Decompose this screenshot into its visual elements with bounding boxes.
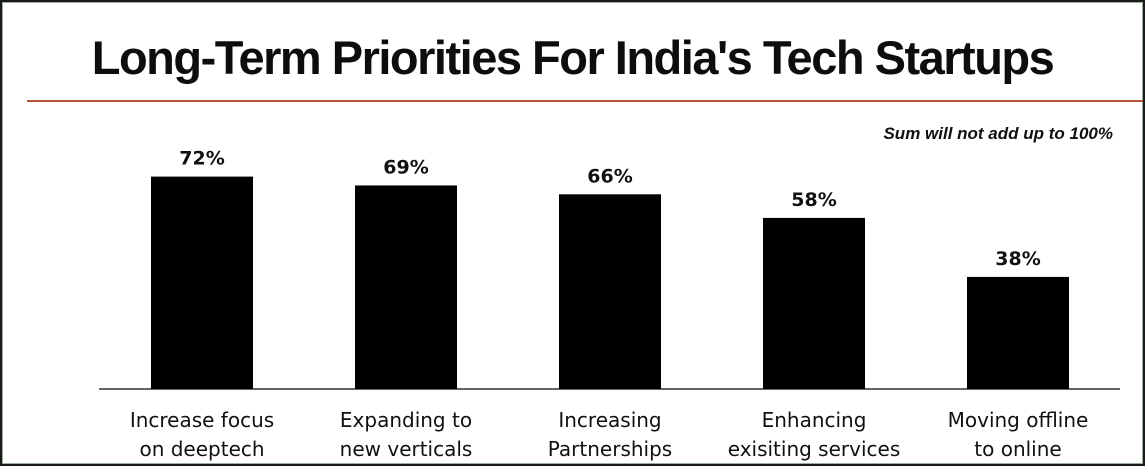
category-label-0-line-0: Increase focus [130, 408, 274, 432]
category-label-2-line-1: Partnerships [548, 437, 672, 461]
value-label-3: 58% [791, 189, 836, 211]
bar-2 [559, 194, 661, 389]
bar-1 [355, 185, 457, 389]
category-label-4-line-1: to online [974, 437, 1061, 461]
category-label-3-line-0: Enhancing [762, 408, 867, 432]
category-label-3-line-1: exisiting services [728, 437, 901, 461]
bar-4 [967, 276, 1069, 389]
chart-note: Sum will not add up to 100% [883, 124, 1113, 143]
category-label-4-line-0: Moving offline [948, 408, 1089, 432]
category-label-1-line-0: Expanding to [340, 408, 472, 432]
value-label-0: 72% [179, 148, 224, 170]
value-label-1: 69% [383, 156, 428, 178]
category-label-0-line-1: on deeptech [139, 437, 264, 461]
chart-title: Long-Term Priorities For India's Tech St… [91, 31, 1055, 84]
bar-3 [763, 217, 865, 389]
value-label-4: 38% [995, 248, 1040, 270]
title-divider [27, 100, 1143, 102]
category-label-2-line-0: Increasing [558, 408, 661, 432]
bar-0 [151, 176, 253, 389]
category-label-1-line-1: new verticals [340, 437, 473, 461]
value-label-2: 66% [587, 165, 632, 187]
